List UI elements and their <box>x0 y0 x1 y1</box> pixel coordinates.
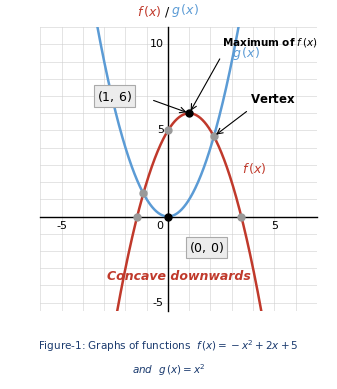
Text: 5: 5 <box>157 126 164 135</box>
Text: 5: 5 <box>271 221 278 231</box>
Text: /: / <box>165 5 169 19</box>
Text: $g\,(x)$: $g\,(x)$ <box>232 45 260 61</box>
Text: -5: -5 <box>153 298 164 308</box>
Text: Figure-1: Graphs of functions  $f\,(x)=-x^{2}+2x+5$: Figure-1: Graphs of functions $f\,(x)=-x… <box>38 338 299 354</box>
Text: and  $g\,(x)=x^{2}$: and $g\,(x)=x^{2}$ <box>131 362 206 378</box>
Text: 0: 0 <box>157 221 164 231</box>
Text: $f\,(x)$: $f\,(x)$ <box>242 161 267 176</box>
Text: $f\,(x)$: $f\,(x)$ <box>136 4 161 19</box>
Text: $\mathbf{Maximum\ of}\ \mathit{f}\,(\mathit{x})$: $\mathbf{Maximum\ of}\ \mathit{f}\,(\mat… <box>222 36 318 49</box>
Text: $\mathbf{Vertex}$: $\mathbf{Vertex}$ <box>250 93 296 106</box>
Text: 10: 10 <box>150 39 164 49</box>
Text: Concave downwards: Concave downwards <box>107 270 250 283</box>
Text: -5: -5 <box>56 221 67 231</box>
Text: $g\,(x)$: $g\,(x)$ <box>171 2 199 19</box>
Text: $(0,\,0)$: $(0,\,0)$ <box>189 240 224 255</box>
Text: $(1,\,6)$: $(1,\,6)$ <box>97 89 132 103</box>
